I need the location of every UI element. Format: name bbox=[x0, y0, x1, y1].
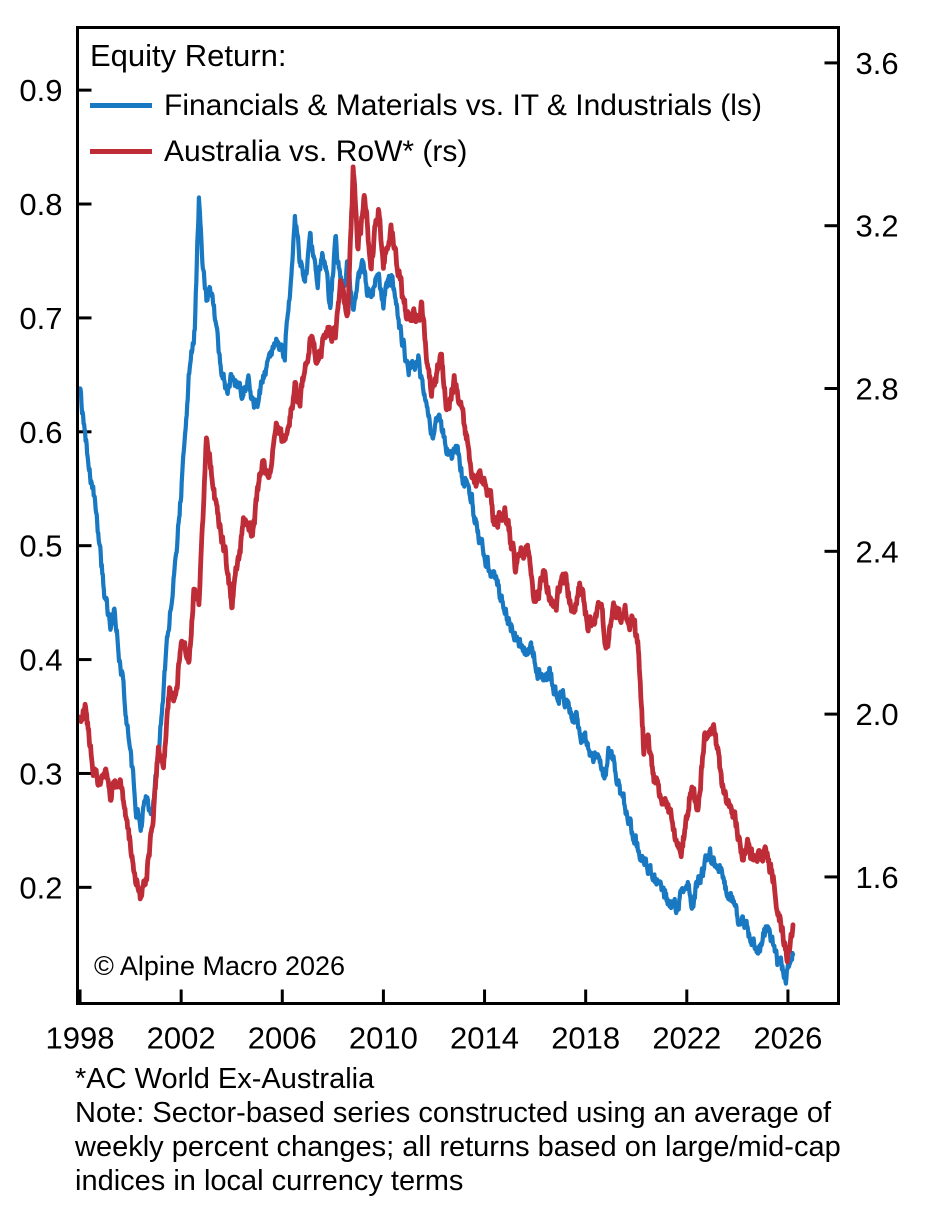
right-axis-tick-label: 3.6 bbox=[856, 46, 899, 81]
legend-item-financials-materials: Financials & Materials vs. IT & Industri… bbox=[90, 84, 762, 127]
legend-swatch-red-line bbox=[90, 149, 152, 154]
x-axis-tick-label: 2010 bbox=[349, 1021, 418, 1056]
right-axis-tick-label: 1.6 bbox=[856, 860, 899, 895]
legend-item-australia-row: Australia vs. RoW* (rs) bbox=[90, 130, 762, 173]
footnote-asterisk: *AC World Ex-Australia bbox=[75, 1063, 375, 1095]
right-axis-tick-label: 2.8 bbox=[856, 372, 899, 407]
left-axis-tick-label: 0.8 bbox=[19, 187, 62, 222]
legend-swatch-blue-line bbox=[90, 103, 152, 108]
legend-label-financials-materials: Financials & Materials vs. IT & Industri… bbox=[164, 88, 762, 122]
left-axis-tick-label: 0.9 bbox=[19, 73, 62, 108]
x-axis-tick-label: 2006 bbox=[248, 1021, 317, 1056]
chart-title: Equity Return: bbox=[90, 38, 287, 73]
x-axis-tick-label: 2014 bbox=[450, 1021, 519, 1056]
right-axis-tick-label: 3.2 bbox=[856, 209, 899, 244]
x-axis-tick-label: 2026 bbox=[753, 1021, 822, 1056]
plot-border bbox=[76, 26, 840, 1005]
chart-legend: Equity Return: Financials & Materials vs… bbox=[90, 36, 762, 173]
right-axis-tick-label: 2.0 bbox=[856, 697, 899, 732]
right-axis-tick-label: 2.4 bbox=[856, 534, 899, 569]
left-axis-tick-label: 0.5 bbox=[19, 529, 62, 564]
x-axis-tick-label: 1998 bbox=[46, 1021, 115, 1056]
left-axis-tick-label: 0.3 bbox=[19, 756, 62, 791]
legend-label-australia-row: Australia vs. RoW* (rs) bbox=[164, 134, 468, 168]
x-axis-tick-label: 2022 bbox=[652, 1021, 721, 1056]
x-axis-tick-label: 2018 bbox=[551, 1021, 620, 1056]
series-line-financials-materials bbox=[79, 195, 796, 986]
chart-svg: 0.2 0.3 0.4 0.5 0.6 0.7 0.8 0.9 1.6 2.0 2.4 2.8 3.2 3… bbox=[19, 26, 899, 1056]
left-axis-tick-label: 0.7 bbox=[19, 301, 62, 336]
left-axis-tick-label: 0.6 bbox=[19, 415, 62, 450]
copyright-notice: © Alpine Macro 2026 bbox=[94, 951, 346, 981]
footnotes: *AC World Ex-Australia Note: Sector-base… bbox=[75, 1062, 857, 1198]
footnote-note: Note: Sector-based series constructed us… bbox=[75, 1097, 841, 1197]
left-axis-tick-label: 0.4 bbox=[19, 643, 62, 678]
left-axis-tick-label: 0.2 bbox=[19, 870, 62, 905]
x-axis-tick-label: 2002 bbox=[147, 1021, 216, 1056]
series-line-australia-row bbox=[79, 164, 796, 965]
